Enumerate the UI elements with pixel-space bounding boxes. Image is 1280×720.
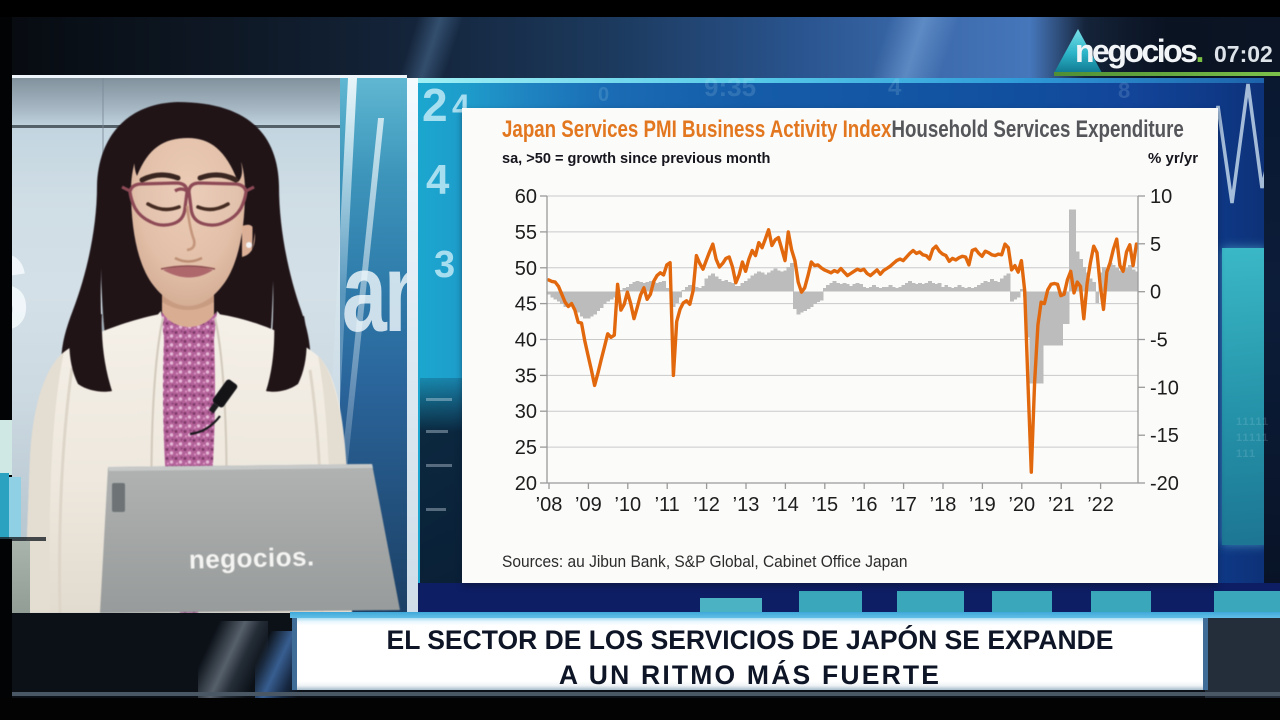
svg-text:’10: ’10 (614, 494, 641, 516)
svg-text:’16: ’16 (851, 494, 878, 516)
svg-text:35: 35 (515, 365, 537, 387)
svg-text:5: 5 (1150, 234, 1161, 256)
svg-text:-5: -5 (1150, 330, 1168, 352)
svg-text:negocios.: negocios. (188, 541, 315, 574)
svg-text:-20: -20 (1150, 473, 1179, 495)
svg-text:55: 55 (515, 222, 537, 244)
svg-text:’15: ’15 (811, 494, 838, 516)
svg-text:’17: ’17 (890, 494, 917, 516)
svg-text:’12: ’12 (693, 494, 720, 516)
svg-text:45: 45 (515, 294, 537, 316)
svg-text:60: 60 (515, 186, 537, 208)
svg-text:’18: ’18 (930, 494, 957, 516)
svg-text:-10: -10 (1150, 377, 1179, 399)
svg-text:’11: ’11 (655, 494, 680, 516)
svg-text:50: 50 (515, 258, 537, 280)
svg-text:-15: -15 (1150, 425, 1179, 447)
svg-text:’22: ’22 (1087, 494, 1114, 516)
svg-text:’19: ’19 (969, 494, 996, 516)
svg-text:’08: ’08 (536, 494, 563, 516)
svg-text:25: 25 (515, 437, 537, 459)
svg-text:0: 0 (1150, 282, 1161, 304)
svg-text:’21: ’21 (1048, 494, 1075, 516)
svg-text:’09: ’09 (575, 494, 602, 516)
svg-text:’13: ’13 (733, 494, 760, 516)
svg-text:30: 30 (515, 401, 537, 423)
svg-text:40: 40 (515, 330, 537, 352)
svg-text:’20: ’20 (1008, 494, 1035, 516)
svg-text:’14: ’14 (772, 494, 799, 516)
svg-text:20: 20 (515, 473, 537, 495)
svg-text:10: 10 (1150, 186, 1172, 208)
